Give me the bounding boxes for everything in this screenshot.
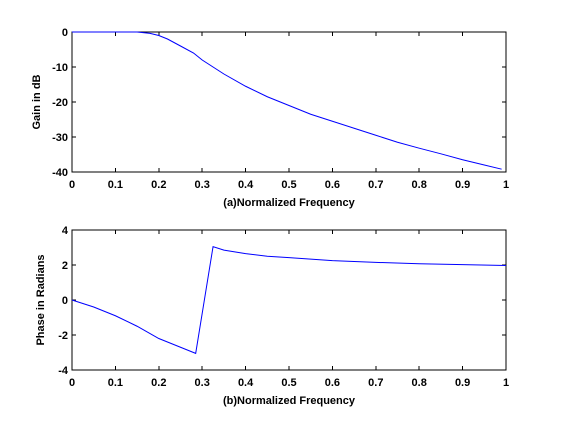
- gain-y-tick-label: -30: [52, 132, 68, 144]
- phase-x-tick-label: 0: [69, 377, 75, 389]
- phase-x-ticks: 0 0.1 0.2 0.3 0.4 0.5 0.6 0.7 0.8 0.9 1: [69, 230, 509, 389]
- gain-x-tick-label: 0.1: [108, 179, 123, 191]
- gain-x-tick-label: 1: [503, 179, 509, 191]
- phase-x-tick-label: 0.9: [455, 377, 470, 389]
- gain-y-tick-label: 0: [62, 27, 68, 39]
- gain-y-tick-label: -20: [52, 97, 68, 109]
- gain-x-tick-label: 0.7: [368, 179, 383, 191]
- phase-y-tick-label: 2: [62, 260, 68, 272]
- gain-plot-frame: [71, 31, 507, 173]
- phase-x-tick-label: 0.8: [412, 377, 427, 389]
- phase-x-tick-label: 0.2: [151, 377, 166, 389]
- gain-x-tick-label: 0.5: [281, 179, 296, 191]
- phase-x-tick-label: 0.3: [195, 377, 210, 389]
- gain-series-line: [72, 31, 502, 170]
- phase-x-tick-label: 0.4: [238, 377, 254, 389]
- phase-x-tick-label: 0.5: [281, 377, 296, 389]
- phase-x-tick-label: 0.7: [368, 377, 383, 389]
- gain-xlabel: (a)Normalized Frequency: [223, 197, 355, 209]
- phase-plot: 0 0.1 0.2 0.3 0.4 0.5 0.6 0.7 0.8 0.9 1 -4 -2 0 2 4 (b…: [35, 225, 509, 407]
- gain-plot: 0 0.1 0.2 0.3 0.4 0.5 0.6 0.7 0.8 0.9 1 -40-30-20-…: [31, 27, 509, 209]
- phase-y-tick-label: 0: [62, 295, 68, 307]
- gain-y-ticks: -40 -30 -20 -10 0: [52, 27, 506, 179]
- gain-x-ticks: 0 0.1 0.2 0.3 0.4 0.5 0.6 0.7 0.8 0.9 1: [69, 32, 509, 191]
- gain-ylabel: Gain in dB: [31, 74, 43, 129]
- gain-x-tick-label: 0.6: [325, 179, 340, 191]
- phase-y-tick-label: 4: [62, 225, 69, 237]
- phase-y-tick-label: -4: [58, 365, 69, 377]
- gain-x-tick-label: 0.9: [455, 179, 470, 191]
- gain-y-tick-label: -40: [52, 167, 68, 179]
- gain-x-tick-label: 0.3: [195, 179, 210, 191]
- phase-x-tick-label: 1: [503, 377, 509, 389]
- gain-x-tick-label: 0: [69, 179, 75, 191]
- phase-x-tick-label: 0.6: [325, 377, 340, 389]
- phase-plot-frame: [71, 229, 507, 371]
- gain-x-tick-label: 0.8: [412, 179, 427, 191]
- gain-x-tick-label: 0.4: [238, 179, 254, 191]
- phase-y-tick-label: -2: [58, 330, 68, 342]
- gain-x-tick-label: 0.2: [151, 179, 166, 191]
- phase-x-tick-label: 0.1: [108, 377, 123, 389]
- gain-y-tick-label: -10: [52, 62, 68, 74]
- phase-ylabel: Phase in Radians: [35, 254, 47, 345]
- phase-series-line: [71, 245, 507, 355]
- phase-y-ticks: -4 -2 0 2 4: [58, 225, 506, 377]
- phase-xlabel: (b)Normalized Frequency: [223, 395, 356, 407]
